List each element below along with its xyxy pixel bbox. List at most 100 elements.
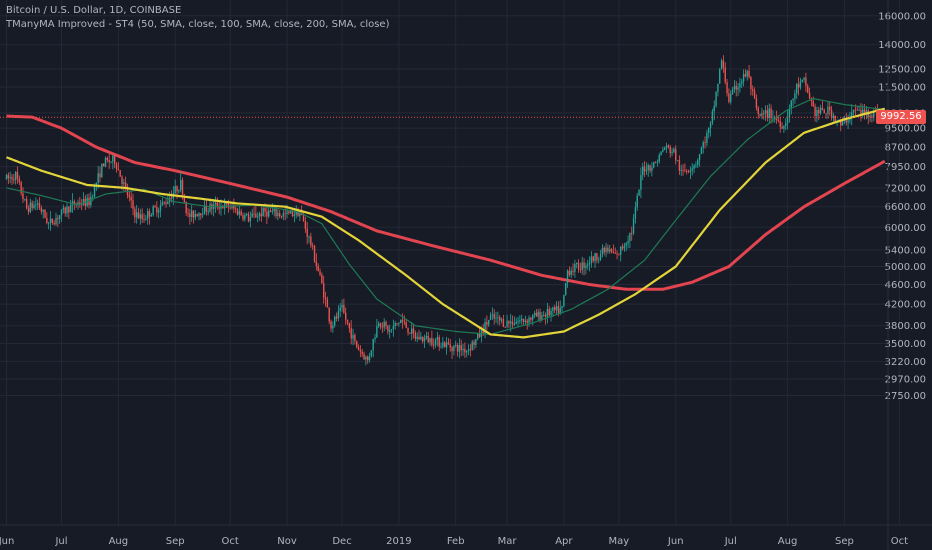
candle: [29, 198, 32, 214]
y-tick-label: 14000.00: [878, 40, 926, 51]
candle: [730, 90, 732, 105]
x-tick-label: Aug: [109, 536, 129, 547]
candle: [852, 109, 855, 117]
candle: [587, 259, 589, 270]
indicator-legend[interactable]: TManyMA Improved - ST4 (50, SMA, close, …: [6, 19, 390, 30]
candle: [104, 156, 107, 168]
candle: [746, 69, 748, 81]
candle: [322, 275, 325, 304]
x-tick-label: Mar: [498, 536, 518, 547]
candle: [49, 211, 52, 231]
candle: [790, 100, 792, 115]
candle: [189, 209, 191, 225]
ma100-series: [6, 107, 886, 339]
candle: [495, 311, 497, 323]
candle: [165, 198, 167, 208]
candle: [488, 319, 490, 327]
candle: [506, 314, 508, 329]
candle: [660, 151, 662, 156]
candle: [178, 189, 180, 194]
x-tick-label: 2019: [386, 536, 411, 547]
candle: [711, 108, 714, 126]
candle: [607, 244, 609, 254]
candle: [530, 316, 532, 323]
candle: [786, 109, 789, 130]
candle: [438, 334, 440, 351]
candle: [783, 125, 785, 133]
candle: [245, 212, 248, 217]
y-axis[interactable]: 16000.0014000.0012500.0011500.0010200.00…: [878, 0, 926, 550]
y-tick-label: 3800.00: [885, 321, 926, 332]
candle: [411, 321, 413, 341]
candle: [623, 242, 626, 252]
candle: [497, 311, 499, 325]
candle: [832, 112, 835, 124]
candle: [196, 213, 198, 217]
candle: [262, 205, 264, 217]
candle: [543, 310, 545, 317]
candle: [629, 232, 631, 249]
candle: [350, 320, 352, 345]
y-tick-label: 2750.00: [885, 391, 926, 402]
candle: [99, 166, 101, 183]
candle: [788, 104, 791, 123]
candle: [278, 210, 281, 219]
candle: [132, 193, 134, 216]
candle: [146, 208, 149, 225]
x-tick-label: Dec: [332, 536, 351, 547]
candle: [620, 245, 622, 262]
x-tick-label: Sep: [166, 536, 185, 547]
candle: [306, 221, 308, 245]
candle: [389, 324, 391, 339]
candle: [212, 200, 215, 217]
candle: [548, 305, 550, 317]
candle: [51, 218, 54, 225]
candle: [346, 319, 349, 326]
candle: [317, 263, 319, 272]
candle: [724, 62, 726, 85]
candle: [374, 333, 376, 343]
candle: [766, 105, 769, 122]
candle: [47, 221, 50, 230]
candle: [62, 204, 65, 214]
candle: [207, 207, 209, 216]
candle: [779, 117, 781, 133]
candle: [156, 201, 158, 218]
y-tick-label: 4600.00: [885, 280, 926, 291]
candle: [467, 344, 470, 355]
candle: [686, 168, 688, 175]
candle: [532, 314, 534, 326]
candle: [251, 208, 253, 218]
candle: [678, 155, 681, 175]
y-tick-label: 9500.00: [885, 124, 926, 135]
candle: [598, 256, 600, 264]
candle: [145, 214, 147, 221]
candle: [214, 196, 217, 213]
candle: [405, 318, 407, 329]
candle: [502, 314, 505, 328]
candle: [682, 164, 684, 176]
candle: [159, 200, 162, 218]
candle: [429, 337, 431, 346]
candle: [605, 242, 607, 258]
candle: [422, 336, 424, 344]
candle: [183, 193, 186, 204]
candle: [722, 55, 725, 73]
candle: [500, 317, 503, 324]
candle: [653, 161, 655, 169]
candle: [847, 114, 849, 129]
candle: [741, 78, 743, 89]
candle: [449, 339, 451, 352]
candle: [407, 327, 409, 336]
candle: [508, 320, 510, 328]
candle: [698, 153, 701, 167]
candle: [433, 338, 435, 350]
candle: [445, 336, 448, 355]
candle: [592, 255, 594, 264]
candle: [190, 204, 193, 222]
x-axis[interactable]: Jun Jul Aug Sep Oct Nov Dec 2019 Feb Mar Apr May Jun…: [0, 524, 932, 547]
candle: [363, 351, 365, 360]
candle: [385, 320, 387, 330]
candle: [581, 256, 583, 275]
